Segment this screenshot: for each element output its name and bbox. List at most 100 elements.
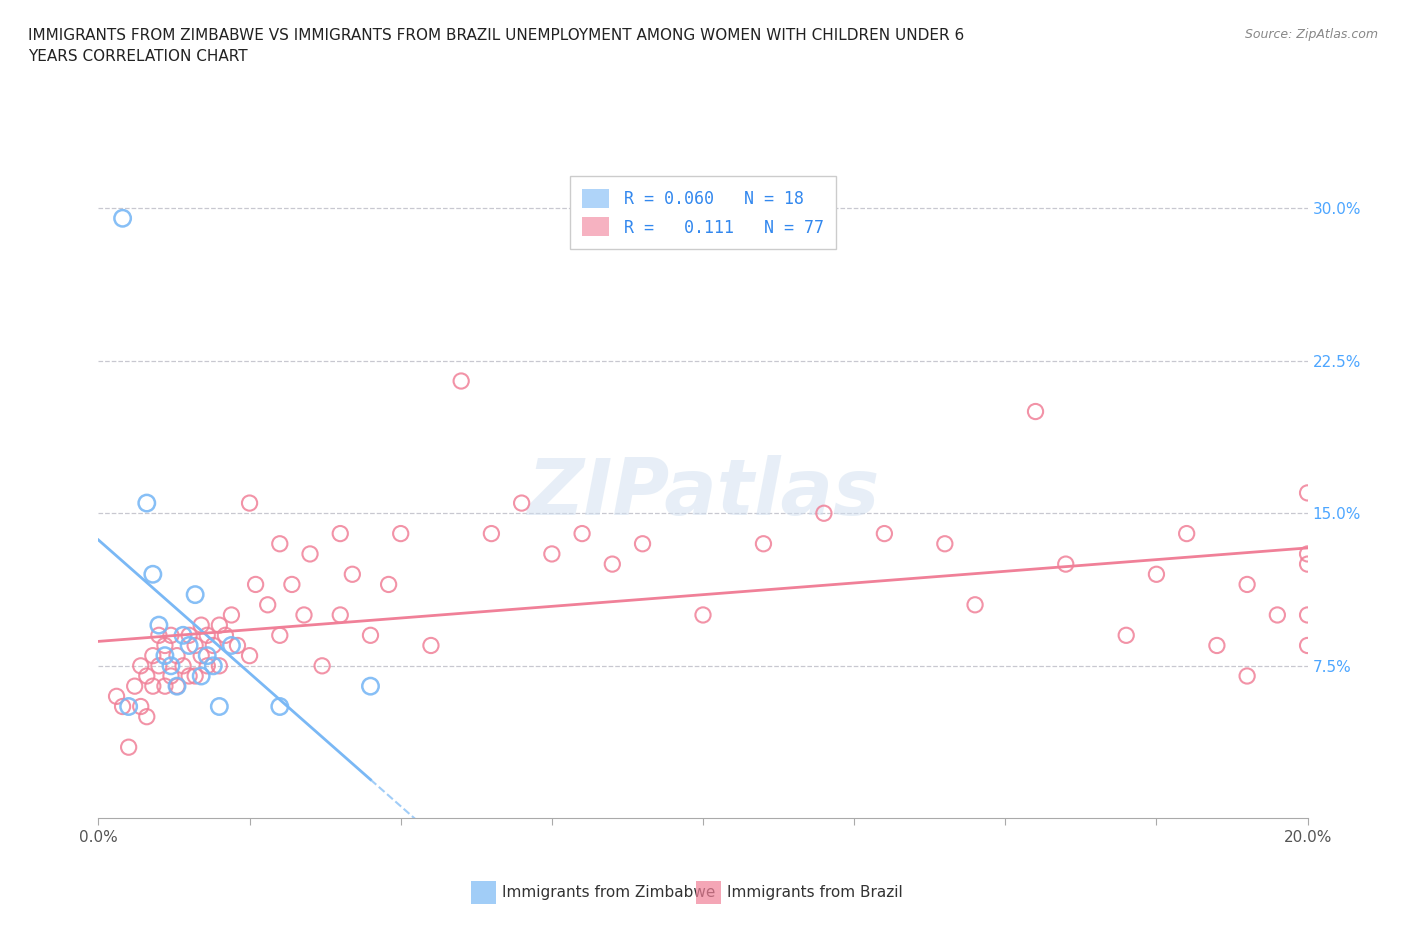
Point (166, 679, 188, 694)
Point (124, 679, 146, 694)
Point (752, 537, 775, 551)
Point (172, 628, 194, 643)
Text: IMMIGRANTS FROM ZIMBABWE VS IMMIGRANTS FROM BRAZIL UNEMPLOYMENT AMONG WOMEN WITH: IMMIGRANTS FROM ZIMBABWE VS IMMIGRANTS F… (28, 28, 965, 64)
Point (221, 638, 243, 653)
Point (166, 648, 188, 663)
Point (813, 506, 835, 521)
Point (208, 618, 231, 632)
Point (1115, 628, 1137, 643)
Point (965, 597, 987, 612)
Point (111, 211, 134, 226)
Point (1296, 557, 1319, 572)
Point (179, 669, 201, 684)
Point (153, 638, 176, 653)
Point (118, 739, 141, 754)
Point (269, 537, 291, 551)
Point (256, 597, 278, 612)
Legend: R = 0.060   N = 18, R =   0.111   N = 77: R = 0.060 N = 18, R = 0.111 N = 77 (569, 177, 837, 249)
Point (481, 526, 503, 541)
Point (208, 658, 231, 673)
Point (142, 648, 165, 663)
Point (1054, 557, 1077, 572)
Point (420, 638, 443, 653)
Point (179, 638, 201, 653)
Point (195, 658, 218, 673)
Point (142, 567, 165, 582)
Point (1296, 607, 1319, 622)
Point (245, 577, 267, 591)
Point (179, 628, 201, 643)
Point (360, 628, 382, 643)
Point (153, 648, 176, 663)
Point (1267, 607, 1289, 622)
Point (214, 628, 236, 643)
Point (342, 567, 364, 582)
Point (153, 679, 176, 694)
Point (269, 699, 291, 714)
Point (221, 607, 243, 622)
Point (184, 669, 207, 684)
Point (1296, 638, 1319, 653)
Point (540, 547, 562, 562)
Point (160, 628, 183, 643)
Point (184, 587, 207, 602)
Point (1144, 567, 1167, 582)
Point (1236, 669, 1258, 684)
Text: Immigrants from Brazil: Immigrants from Brazil (727, 885, 903, 900)
Text: Source: ZipAtlas.com: Source: ZipAtlas.com (1244, 28, 1378, 41)
Point (571, 526, 593, 541)
Point (208, 699, 231, 714)
Point (166, 679, 188, 694)
Point (1206, 638, 1229, 653)
Point (329, 607, 352, 622)
Point (631, 537, 654, 551)
Point (190, 648, 212, 663)
Point (135, 496, 157, 511)
Point (135, 710, 157, 724)
Point (226, 638, 249, 653)
Point (142, 679, 165, 694)
Point (299, 547, 322, 562)
Point (873, 526, 896, 541)
Point (602, 557, 624, 572)
Point (202, 658, 225, 673)
Point (1296, 485, 1319, 500)
Point (1024, 405, 1046, 419)
Point (160, 669, 183, 684)
Point (311, 658, 333, 673)
Point (129, 699, 152, 714)
Point (135, 669, 157, 684)
Point (195, 648, 218, 663)
Point (160, 658, 183, 673)
Text: Immigrants from Zimbabwe: Immigrants from Zimbabwe (502, 885, 716, 900)
Point (111, 699, 134, 714)
Point (389, 526, 412, 541)
Point (148, 618, 170, 632)
Text: ZIPatlas: ZIPatlas (527, 455, 879, 531)
Point (184, 638, 207, 653)
Point (934, 537, 956, 551)
Point (190, 618, 212, 632)
Point (281, 577, 304, 591)
Point (105, 689, 128, 704)
Point (118, 699, 141, 714)
Point (450, 374, 472, 389)
Point (239, 496, 262, 511)
Point (239, 648, 262, 663)
Point (148, 628, 170, 643)
Point (202, 638, 225, 653)
Point (292, 607, 315, 622)
Point (510, 496, 533, 511)
Point (692, 607, 714, 622)
Point (129, 658, 152, 673)
Point (1236, 577, 1258, 591)
Point (269, 628, 291, 643)
Point (329, 526, 352, 541)
Point (148, 658, 170, 673)
Point (360, 679, 382, 694)
Point (172, 658, 194, 673)
Point (1175, 526, 1198, 541)
Point (190, 669, 212, 684)
Point (1296, 547, 1319, 562)
Point (195, 628, 218, 643)
